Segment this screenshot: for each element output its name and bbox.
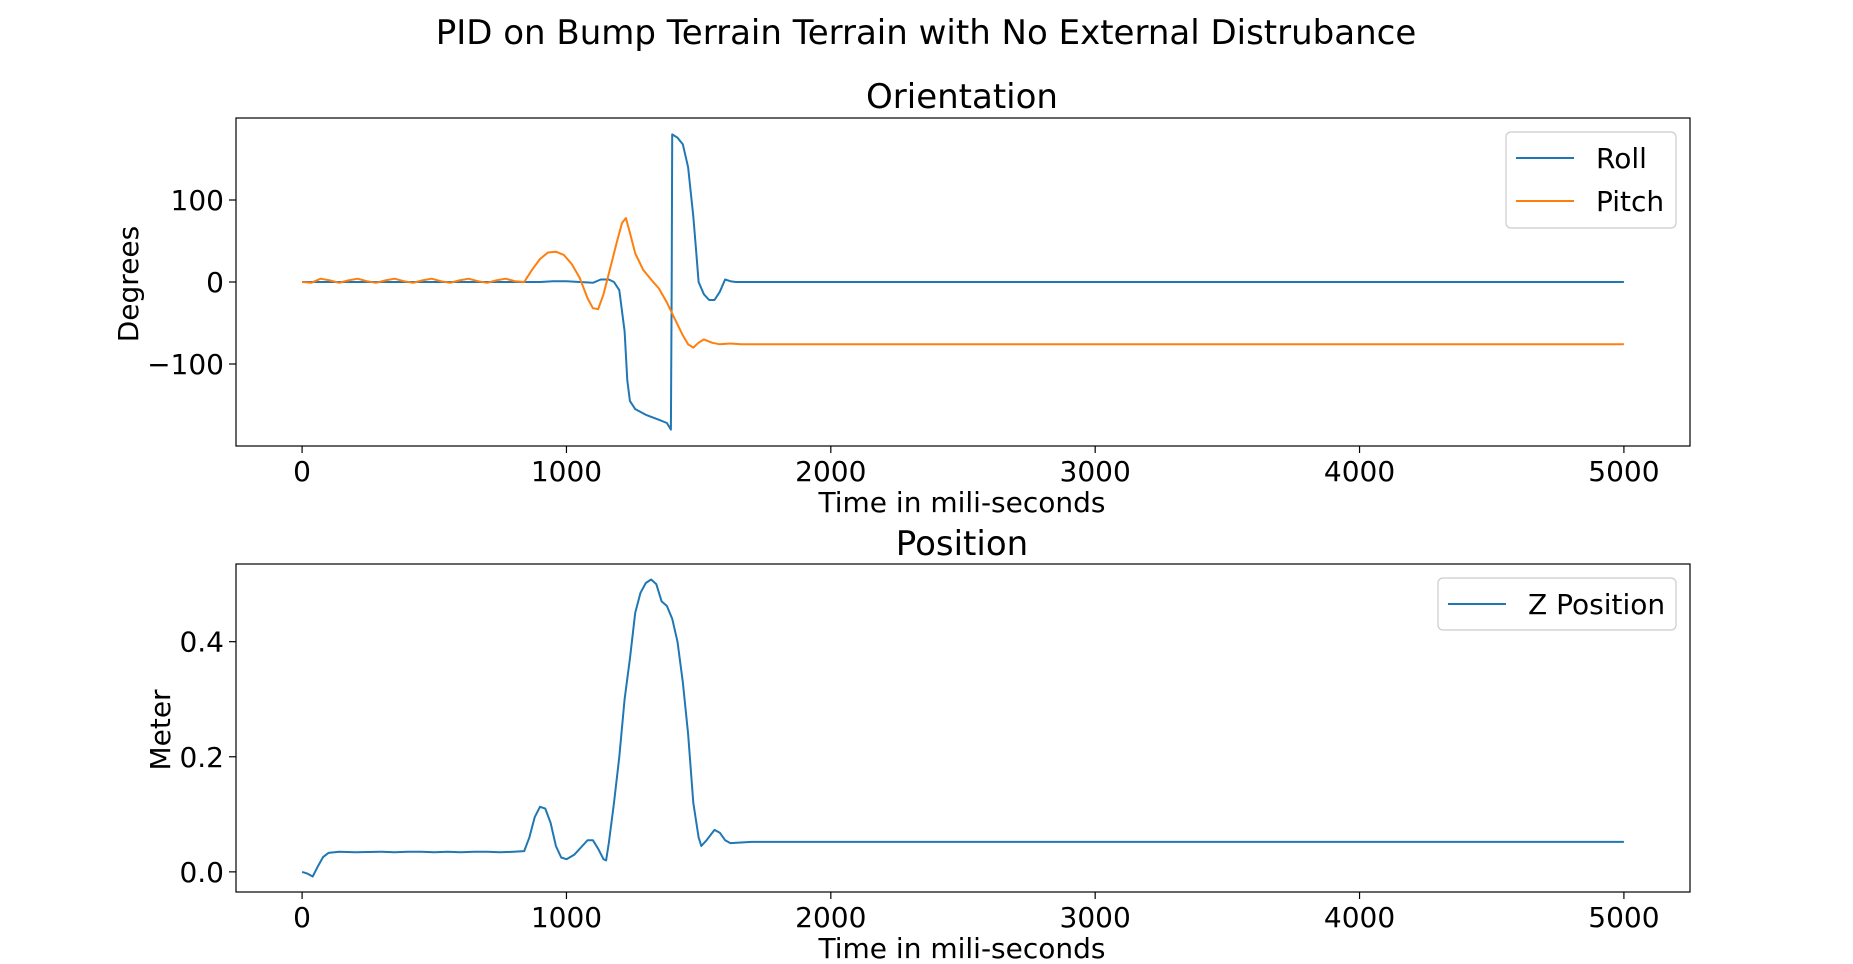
orientation-xtick-label: 3000	[1060, 455, 1131, 488]
orientation-series-roll	[302, 133, 1624, 431]
orientation-series-pitch	[302, 217, 1624, 349]
orientation-ytick-label: 0	[206, 266, 224, 299]
position-title: Position	[896, 524, 1028, 564]
position-ytick-label: 0.4	[179, 626, 224, 659]
orientation-xtick-label: 0	[293, 455, 311, 488]
position-ytick-label: 0.0	[179, 856, 224, 889]
position-xlabel: Time in mili-seconds	[817, 932, 1105, 964]
position-xtick-label: 4000	[1324, 901, 1395, 934]
orientation-legend-label: Roll	[1596, 142, 1647, 175]
orientation-plot: Orientation Time in mili-seconds Degrees…	[112, 77, 1691, 519]
position-xtick-label: 1000	[531, 901, 602, 934]
position-ytick-label: 0.2	[179, 741, 224, 774]
position-xtick-label: 0	[293, 901, 311, 934]
orientation-title: Orientation	[866, 77, 1058, 117]
orientation-xlabel: Time in mili-seconds	[817, 486, 1105, 519]
orientation-legend: Roll Pitch	[1505, 131, 1677, 229]
orientation-ytick-label: −100	[147, 348, 224, 381]
orientation-ytick-label: 100	[171, 184, 224, 217]
orientation-legend-label: Pitch	[1596, 185, 1664, 218]
position-legend-label: Z Position	[1528, 588, 1665, 621]
orientation-xtick-label: 2000	[795, 455, 866, 488]
position-xtick-label: 2000	[795, 901, 866, 934]
position-plot: Position Time in mili-seconds Meter 0 100…	[144, 524, 1691, 964]
position-ylabel: Meter	[144, 689, 177, 771]
position-legend-box	[1437, 577, 1677, 631]
position-series-z-position	[301, 578, 1624, 878]
orientation-xtick-label: 1000	[531, 455, 602, 488]
position-legend: Z Position	[1437, 577, 1677, 631]
orientation-ylabel: Degrees	[112, 226, 145, 343]
figure-title: PID on Bump Terrain Terrain with No Exte…	[436, 13, 1417, 53]
position-xtick-label: 3000	[1060, 901, 1131, 934]
orientation-legend-box	[1505, 131, 1677, 229]
orientation-xtick-label: 4000	[1324, 455, 1395, 488]
orientation-xtick-label: 5000	[1588, 455, 1659, 488]
position-xtick-label: 5000	[1588, 901, 1659, 934]
position-frame	[235, 563, 1691, 893]
